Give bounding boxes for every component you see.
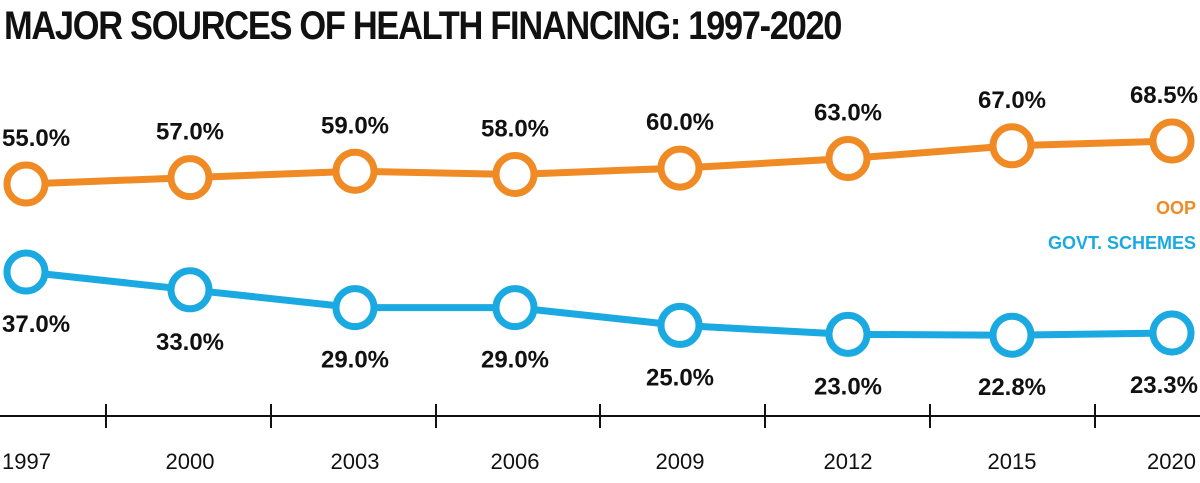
legend: OOP GOVT. SCHEMES — [1048, 198, 1196, 253]
chart-title: MAJOR SOURCES OF HEALTH FINANCING: 1997-… — [4, 4, 842, 48]
data-label-govt-schemes-2003: 29.0% — [321, 347, 389, 374]
x-axis: 1997 2000 2003 2006 2009 2012 2015 2020 — [0, 404, 1200, 474]
data-label-govt-schemes-2000: 33.0% — [156, 329, 224, 356]
data-point-oop-2003 — [332, 148, 378, 194]
data-label-govt-schemes-2020: 23.3% — [1130, 372, 1198, 399]
data-label-govt-schemes-2015: 22.8% — [978, 374, 1046, 401]
data-label-oop-2003: 59.0% — [321, 112, 389, 139]
data-label-govt-schemes-2006: 29.0% — [481, 347, 549, 374]
series-line-oop — [25, 137, 1173, 188]
x-tick-label-2003: 2003 — [331, 449, 380, 474]
data-point-oop-2015 — [989, 123, 1035, 169]
data-point-govt-schemes-2015 — [989, 312, 1035, 358]
data-point-oop-1997 — [3, 161, 49, 207]
data-point-govt-schemes-2020 — [1149, 310, 1195, 356]
data-label-govt-schemes-1997: 37.0% — [2, 311, 70, 338]
x-tick-label-2012: 2012 — [824, 449, 873, 474]
series-line-govt-schemes — [25, 268, 1173, 339]
x-tick-label-1997: 1997 — [2, 449, 51, 474]
data-label-oop-2006: 58.0% — [481, 115, 549, 142]
data-label-oop-1997: 55.0% — [2, 125, 70, 152]
data-point-govt-schemes-2000 — [167, 267, 213, 313]
x-tick-label-2020: 2020 — [1147, 449, 1196, 474]
data-label-govt-schemes-2012: 23.0% — [814, 373, 882, 400]
data-points — [3, 118, 1195, 358]
data-point-govt-schemes-1997 — [3, 249, 49, 295]
data-point-oop-2006 — [492, 151, 538, 197]
series-lines — [25, 137, 1173, 339]
data-label-govt-schemes-2009: 25.0% — [646, 364, 714, 391]
data-label-oop-2015: 67.0% — [978, 87, 1046, 114]
x-tick-label-2015: 2015 — [988, 449, 1037, 474]
data-point-oop-2012 — [825, 136, 871, 182]
data-label-oop-2020: 68.5% — [1130, 82, 1198, 109]
data-point-oop-2020 — [1149, 118, 1195, 164]
x-tick-label-2006: 2006 — [491, 449, 540, 474]
data-point-oop-2000 — [167, 155, 213, 201]
x-tick-label-2000: 2000 — [166, 449, 215, 474]
x-tick-label-2009: 2009 — [656, 449, 705, 474]
data-point-govt-schemes-2012 — [825, 311, 871, 357]
data-point-govt-schemes-2009 — [657, 302, 703, 348]
data-label-oop-2012: 63.0% — [814, 100, 882, 127]
data-labels: 55.0% 57.0% 59.0% 58.0% 60.0% 63.0% 67.0% 68.5%… — [2, 82, 1198, 401]
data-label-oop-2000: 57.0% — [156, 119, 224, 146]
data-point-govt-schemes-2006 — [492, 285, 538, 331]
data-label-oop-2009: 60.0% — [646, 109, 714, 136]
legend-govt-schemes: GOVT. SCHEMES — [1048, 233, 1196, 253]
data-point-govt-schemes-2003 — [332, 285, 378, 331]
legend-oop: OOP — [1156, 198, 1196, 218]
data-point-oop-2009 — [657, 145, 703, 191]
